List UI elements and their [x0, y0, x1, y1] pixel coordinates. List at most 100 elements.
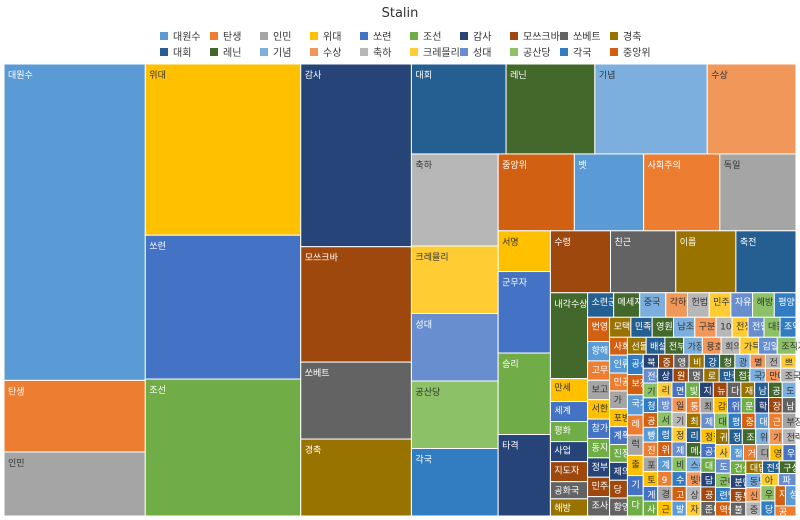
tile-label: 수	[676, 475, 684, 486]
tile-label: 사회	[614, 341, 631, 352]
tile-label: 국제	[754, 371, 771, 382]
tile-label: 최	[690, 416, 698, 427]
tile-label: 축전	[740, 237, 757, 248]
tile-label: 거리	[748, 449, 765, 460]
tile-label: 령	[662, 429, 670, 441]
tile-label: 중심	[746, 417, 763, 428]
treemap-tile	[144, 63, 302, 236]
tile-label: 평양	[778, 297, 795, 308]
tile-label: 동지	[592, 442, 609, 453]
legend-swatch	[160, 47, 168, 56]
tile-label: 기쁨	[773, 433, 790, 444]
tile-label: 학	[759, 401, 767, 412]
tile-label: 뉴	[717, 386, 725, 397]
tile-label: 로	[708, 372, 716, 382]
tile-label: 선물	[631, 341, 648, 352]
tile-label: 빛나	[690, 475, 707, 486]
tile-label: 청	[724, 357, 732, 368]
tile-label: 토	[647, 476, 655, 486]
legend-swatch	[310, 31, 318, 40]
treemap-tile	[610, 230, 677, 294]
tile-label: 인민	[8, 458, 25, 469]
tile-label: 상	[690, 490, 698, 501]
tile-label: 크레믈리	[415, 252, 448, 263]
tile-label: 리	[690, 431, 698, 442]
legend-label: 모쓰크바	[523, 32, 560, 43]
tile-label: 정	[676, 431, 684, 442]
tile-label: 일	[676, 401, 684, 412]
tile-label: 번영	[592, 321, 609, 332]
tile-label: 전쟁	[736, 321, 753, 332]
treemap-tile	[300, 361, 412, 440]
treemap-tile	[3, 63, 146, 381]
legend-label: 쏘베트	[573, 32, 601, 43]
treemap-tile	[300, 246, 412, 363]
tile-label: 담	[705, 475, 713, 487]
tile-label: 중국	[644, 297, 661, 308]
tile-label: 대원수	[8, 70, 33, 81]
tile-label: 전우	[767, 463, 784, 474]
tile-label: 메세지	[618, 297, 643, 308]
treemap-tile	[774, 505, 797, 517]
tile-label: 뱃	[578, 160, 586, 171]
legend-item: 인민	[260, 28, 291, 43]
tile-label: 출	[631, 459, 639, 470]
treemap-tile	[497, 271, 551, 354]
legend-swatch	[210, 31, 218, 40]
legend-swatch	[510, 31, 518, 40]
tile-label: 국가	[631, 399, 648, 410]
tile-label: 동부	[734, 491, 751, 502]
tile-label: 제	[676, 445, 684, 456]
legend-label: 인민	[273, 32, 292, 43]
tile-label: 공화국	[554, 486, 579, 497]
tile-label: 구분대	[699, 321, 724, 332]
tile-label: 아	[765, 476, 774, 487]
tile-label: 축하	[415, 160, 432, 171]
tile-label: 광	[739, 356, 747, 368]
tile-label: 경축	[305, 444, 322, 456]
tile-label: 신	[750, 491, 758, 502]
tile-label: 독일	[724, 160, 741, 171]
legend-item: 조선	[410, 28, 441, 43]
tile-label: 부장	[786, 417, 800, 428]
legend-swatch	[510, 47, 518, 56]
treemap-tile	[735, 230, 797, 294]
legend-label: 대회	[173, 48, 192, 59]
treemap-tile	[300, 63, 412, 248]
tile-label: 영원	[656, 321, 673, 332]
treemap-tile	[497, 153, 575, 232]
tile-label: 보고	[592, 384, 609, 395]
tile-label: 남	[786, 401, 794, 412]
tile-label: 계획	[614, 430, 631, 442]
tile-label: 배설	[650, 341, 667, 352]
tile-label: 9	[662, 476, 668, 486]
treemap-tile	[410, 313, 499, 382]
tile-label: 다	[631, 500, 640, 511]
tile-label: 해방자	[757, 297, 783, 308]
tile-label: 민주	[713, 297, 730, 308]
tile-label: 수상	[711, 70, 728, 81]
tile-label: 남조선	[677, 321, 702, 332]
tile-label: 청	[647, 401, 655, 412]
tile-label: 정부	[592, 462, 609, 473]
tile-label: 대	[718, 417, 726, 428]
legend-item: 쏘련	[360, 28, 391, 43]
tile-label: 가장	[688, 341, 705, 352]
tile-label: 전	[769, 357, 777, 368]
treemap-tile	[549, 292, 589, 380]
tile-label: 조약	[784, 320, 800, 332]
tile-label: 파	[782, 476, 791, 487]
legend-swatch	[260, 47, 268, 56]
tile-label: 만세	[554, 383, 571, 394]
tile-label: 자유	[735, 297, 752, 308]
tile-label: 정의	[733, 433, 750, 444]
tile-label: 각국	[415, 454, 432, 466]
tile-label: 준비	[705, 505, 722, 516]
tile-label: 건설	[734, 464, 751, 475]
tile-label: 조사	[592, 501, 609, 512]
legend-label: 수상	[323, 48, 342, 59]
tile-label: 민족	[635, 321, 652, 332]
legend-label: 중앙위	[623, 48, 651, 59]
tile-label: 친근	[615, 237, 632, 248]
